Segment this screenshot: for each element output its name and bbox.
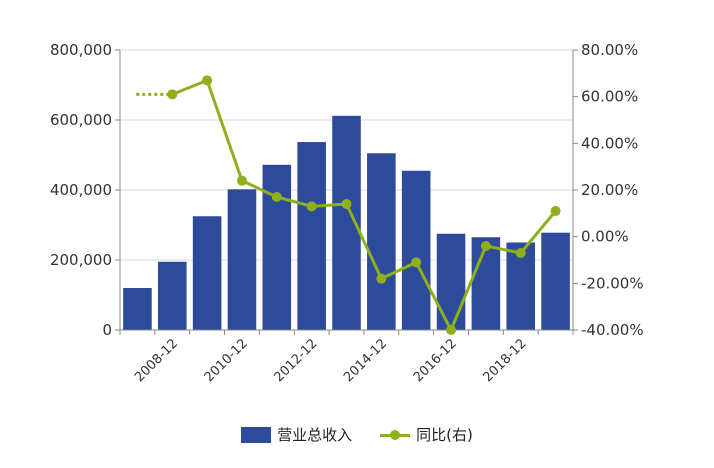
yoy-point bbox=[480, 241, 491, 251]
revenue-bar bbox=[262, 164, 292, 330]
legend-label-revenue: 营业总收入 bbox=[277, 426, 353, 444]
revenue-bar bbox=[541, 232, 570, 330]
yoy-point bbox=[306, 201, 317, 212]
yoy-point bbox=[341, 199, 352, 209]
x-tick-label: 2016-12 bbox=[411, 336, 460, 385]
legend-line-swatch bbox=[380, 427, 411, 443]
yoy-point bbox=[202, 75, 213, 86]
right-tick-label: 0.00% bbox=[581, 228, 629, 246]
revenue-bar bbox=[367, 153, 396, 330]
revenue-bar bbox=[123, 288, 152, 330]
right-tick-label: 20.00% bbox=[581, 181, 638, 199]
revenue-bar bbox=[227, 189, 257, 330]
revenue-bar bbox=[297, 142, 326, 330]
yoy-line-series bbox=[136, 75, 561, 335]
yoy-point bbox=[167, 89, 178, 100]
x-tick-label: 2010-12 bbox=[202, 336, 251, 385]
right-tick-label: -20.00% bbox=[581, 274, 644, 292]
revenue-bar bbox=[401, 170, 431, 330]
left-tick-label: 800,000 bbox=[50, 41, 112, 59]
legend-item-yoy[interactable]: 同比(右) bbox=[380, 424, 473, 445]
right-tick-label: -40.00% bbox=[581, 321, 644, 339]
right-tick-label: 60.00% bbox=[581, 88, 638, 106]
x-tick-label: 2008-12 bbox=[132, 336, 181, 385]
left-tick-label: 200,000 bbox=[50, 251, 112, 269]
revenue-bar bbox=[471, 237, 501, 330]
left-tick-label: 0 bbox=[102, 321, 112, 339]
yoy-point bbox=[376, 273, 387, 284]
revenue-bar bbox=[192, 216, 222, 330]
yoy-point bbox=[446, 325, 457, 335]
revenue-bars bbox=[123, 115, 570, 330]
yoy-point bbox=[271, 192, 282, 202]
x-tick-label: 2014-12 bbox=[341, 336, 390, 385]
left-tick-label: 400,000 bbox=[50, 181, 112, 199]
chart-axes bbox=[115, 49, 578, 335]
revenue-bar bbox=[157, 261, 187, 330]
legend-label-yoy: 同比(右) bbox=[416, 426, 473, 444]
right-tick-label: 80.00% bbox=[581, 41, 638, 59]
x-tick-label: 2012-12 bbox=[271, 336, 320, 385]
yoy-point bbox=[411, 257, 422, 268]
revenue-bar bbox=[436, 233, 466, 330]
revenue-yoy-chart: 0 200,000 400,000 600,000 800,000 -40.00% -20.… bbox=[50, 41, 644, 385]
x-tick-label: 2018-12 bbox=[481, 336, 530, 385]
yoy-line bbox=[171, 78, 557, 332]
right-tick-label: 40.00% bbox=[581, 134, 638, 152]
chart-legend: 营业总收入 同比(右) bbox=[0, 424, 714, 445]
yoy-point bbox=[236, 175, 247, 186]
legend-bar-swatch bbox=[241, 426, 272, 443]
yoy-point bbox=[515, 248, 526, 258]
left-tick-label: 600,000 bbox=[50, 111, 112, 129]
yoy-point bbox=[550, 206, 561, 216]
legend-item-revenue[interactable]: 营业总收入 bbox=[241, 424, 352, 445]
